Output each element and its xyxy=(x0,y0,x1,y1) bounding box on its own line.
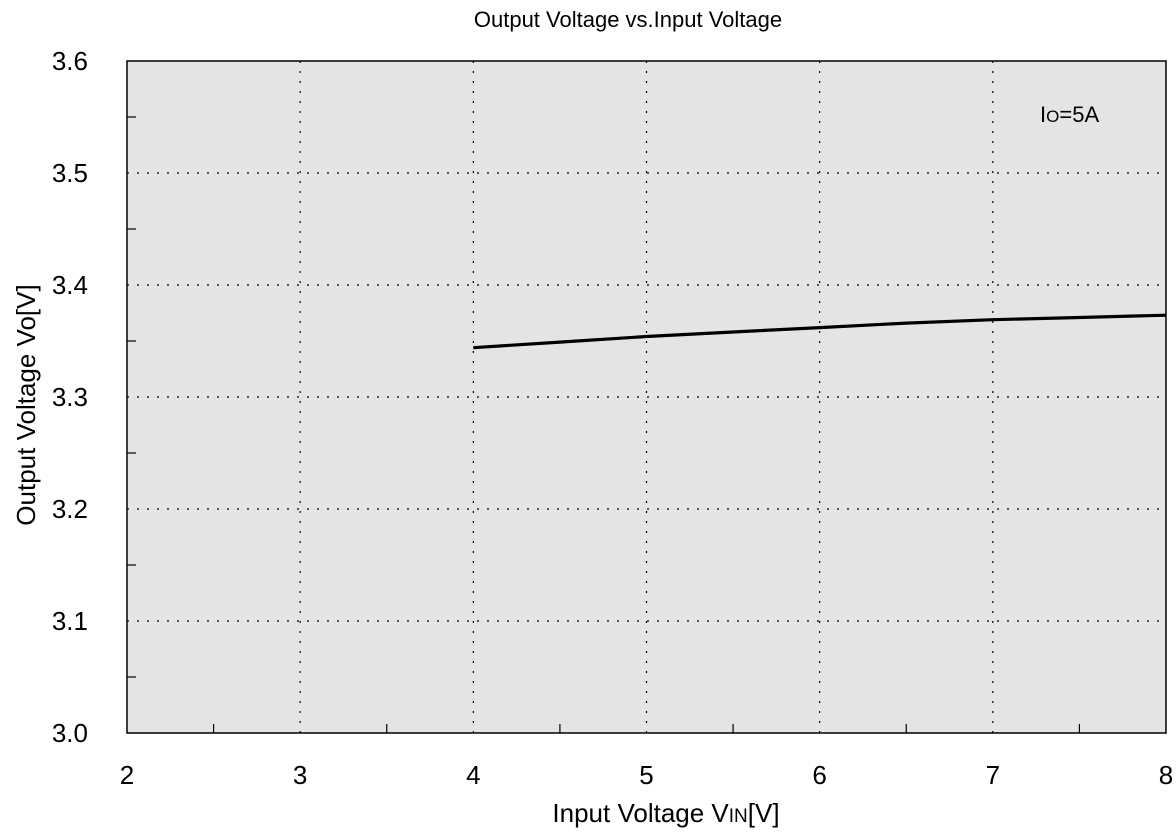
chart-title: Output Voltage vs.Input Voltage xyxy=(474,7,782,32)
plot-frame xyxy=(126,60,1167,734)
annotation-current: IO=5A xyxy=(1040,102,1099,127)
x-tick-label: 4 xyxy=(466,760,480,790)
x-tick-label: 6 xyxy=(812,760,826,790)
grid xyxy=(127,61,1166,733)
y-tick-label: 3.3 xyxy=(52,382,88,412)
y-tick-label: 3.2 xyxy=(52,494,88,524)
minor-ticks xyxy=(127,116,1081,733)
y-tick-label: 3.6 xyxy=(52,46,88,76)
series-line xyxy=(473,313,1167,350)
y-tick-label: 3.5 xyxy=(52,158,88,188)
y-tick-labels: 3.0 3.1 3.2 3.3 3.4 3.5 3.6 xyxy=(52,46,88,748)
y-axis-label: Output Voltage Vo[V] xyxy=(11,284,41,525)
x-tick-labels: 2 3 4 5 6 7 8 xyxy=(120,760,1173,790)
x-tick-label: 2 xyxy=(120,760,134,790)
x-axis-label: Input Voltage VIN[V] xyxy=(552,798,779,828)
y-tick-label: 3.4 xyxy=(52,270,88,300)
series-group xyxy=(473,313,1167,350)
y-tick-label: 3.1 xyxy=(52,606,88,636)
x-tick-label: 7 xyxy=(986,760,1000,790)
x-tick-label: 3 xyxy=(293,760,307,790)
y-tick-label: 3.0 xyxy=(52,718,88,748)
x-tick-label: 8 xyxy=(1159,760,1173,790)
x-tick-label: 5 xyxy=(639,760,653,790)
